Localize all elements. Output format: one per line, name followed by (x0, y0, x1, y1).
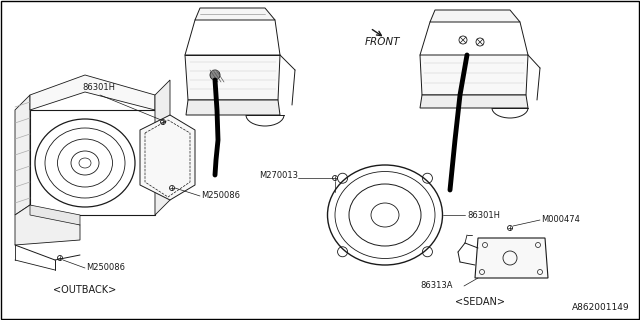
Polygon shape (15, 95, 30, 215)
Text: 86301H: 86301H (82, 84, 115, 92)
Polygon shape (15, 205, 80, 245)
Polygon shape (185, 55, 280, 100)
Polygon shape (140, 115, 195, 200)
Polygon shape (155, 80, 170, 215)
Polygon shape (30, 75, 155, 110)
Polygon shape (430, 10, 520, 22)
Text: M000474: M000474 (541, 215, 580, 225)
Polygon shape (186, 100, 280, 115)
Text: A862001149: A862001149 (572, 303, 630, 312)
Polygon shape (420, 55, 528, 95)
Text: M270013: M270013 (259, 172, 298, 180)
Text: M250086: M250086 (86, 263, 125, 273)
Text: M250086: M250086 (201, 191, 240, 201)
Polygon shape (30, 205, 80, 225)
Polygon shape (30, 110, 155, 215)
Text: <SEDAN>: <SEDAN> (455, 297, 505, 307)
Circle shape (210, 70, 220, 80)
Text: <OUTBACK>: <OUTBACK> (53, 285, 116, 295)
Polygon shape (195, 8, 275, 20)
Polygon shape (475, 238, 548, 278)
Polygon shape (420, 95, 528, 108)
Text: FRONT: FRONT (365, 37, 401, 47)
Text: 86301H: 86301H (467, 211, 500, 220)
Text: 86313A: 86313A (420, 282, 452, 291)
